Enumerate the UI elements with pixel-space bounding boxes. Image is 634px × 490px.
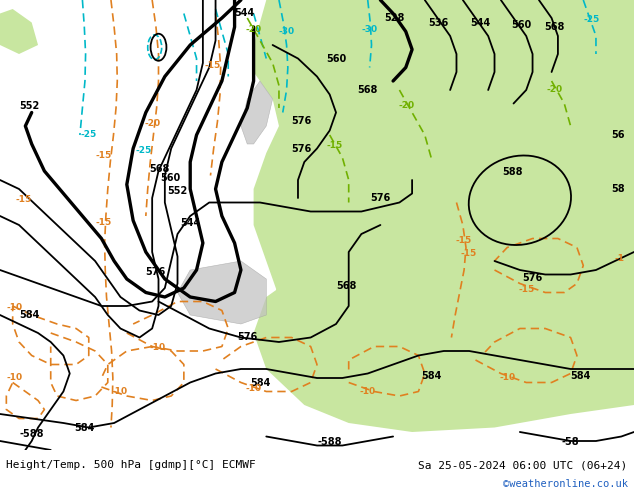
Text: 536: 536 xyxy=(429,18,449,27)
Text: 576: 576 xyxy=(237,332,257,342)
Text: -58: -58 xyxy=(562,437,579,447)
Text: -15: -15 xyxy=(518,285,534,294)
Text: 568: 568 xyxy=(150,164,170,174)
Text: -30: -30 xyxy=(361,24,377,33)
Text: 58: 58 xyxy=(611,184,624,194)
Text: 528: 528 xyxy=(384,13,404,23)
Text: -588: -588 xyxy=(19,429,44,439)
Text: -15: -15 xyxy=(15,196,32,204)
Text: -10: -10 xyxy=(112,387,127,396)
Text: -10: -10 xyxy=(6,373,22,382)
Text: 560: 560 xyxy=(512,20,532,30)
Polygon shape xyxy=(317,4,380,31)
Polygon shape xyxy=(178,261,266,324)
Text: -15: -15 xyxy=(95,150,112,160)
Text: 568: 568 xyxy=(358,85,378,95)
Text: 544: 544 xyxy=(180,218,200,228)
Polygon shape xyxy=(241,81,273,144)
Text: -25: -25 xyxy=(135,146,152,155)
Text: 584: 584 xyxy=(19,310,39,320)
Text: -30: -30 xyxy=(279,27,295,36)
Text: -20: -20 xyxy=(398,101,414,110)
Text: -10: -10 xyxy=(245,384,262,392)
Text: -15: -15 xyxy=(455,236,472,245)
Text: Sa 25-05-2024 06:00 UTC (06+24): Sa 25-05-2024 06:00 UTC (06+24) xyxy=(418,460,628,470)
Text: -25: -25 xyxy=(81,130,97,139)
Text: -20: -20 xyxy=(246,24,262,33)
Text: -15: -15 xyxy=(327,142,343,150)
Text: 568: 568 xyxy=(545,22,565,32)
Text: 584: 584 xyxy=(570,371,590,381)
Text: 552: 552 xyxy=(19,101,39,111)
Text: 552: 552 xyxy=(167,186,188,196)
Text: 584: 584 xyxy=(74,423,94,433)
Text: Height/Temp. 500 hPa [gdmp][°C] ECMWF: Height/Temp. 500 hPa [gdmp][°C] ECMWF xyxy=(6,460,256,470)
Text: -588: -588 xyxy=(318,437,342,447)
Text: ©weatheronline.co.uk: ©weatheronline.co.uk xyxy=(503,479,628,489)
Text: 584: 584 xyxy=(250,378,270,389)
Text: 576: 576 xyxy=(370,193,391,203)
Text: -10: -10 xyxy=(6,303,22,313)
Text: -1: -1 xyxy=(614,254,624,263)
Text: -25: -25 xyxy=(583,16,600,24)
Text: -20: -20 xyxy=(145,119,160,128)
Text: 584: 584 xyxy=(421,371,441,381)
Text: -10: -10 xyxy=(359,387,376,396)
Text: 568: 568 xyxy=(337,281,357,291)
Text: -15: -15 xyxy=(95,218,112,227)
Text: 588: 588 xyxy=(502,167,522,177)
Text: 576: 576 xyxy=(522,272,543,283)
Text: 544: 544 xyxy=(234,8,254,19)
Text: -10: -10 xyxy=(149,343,165,352)
Text: -15: -15 xyxy=(460,249,477,259)
Text: -10: -10 xyxy=(499,373,515,382)
Text: 544: 544 xyxy=(470,18,490,27)
Text: -20: -20 xyxy=(547,85,562,94)
Polygon shape xyxy=(0,9,38,54)
Text: 576: 576 xyxy=(292,117,312,126)
Text: 56: 56 xyxy=(611,130,624,140)
Text: 576: 576 xyxy=(292,144,312,153)
Text: 560: 560 xyxy=(160,173,180,183)
Polygon shape xyxy=(254,0,634,432)
Text: -15: -15 xyxy=(204,60,221,70)
Text: 560: 560 xyxy=(326,53,346,64)
Text: 576: 576 xyxy=(145,267,165,277)
